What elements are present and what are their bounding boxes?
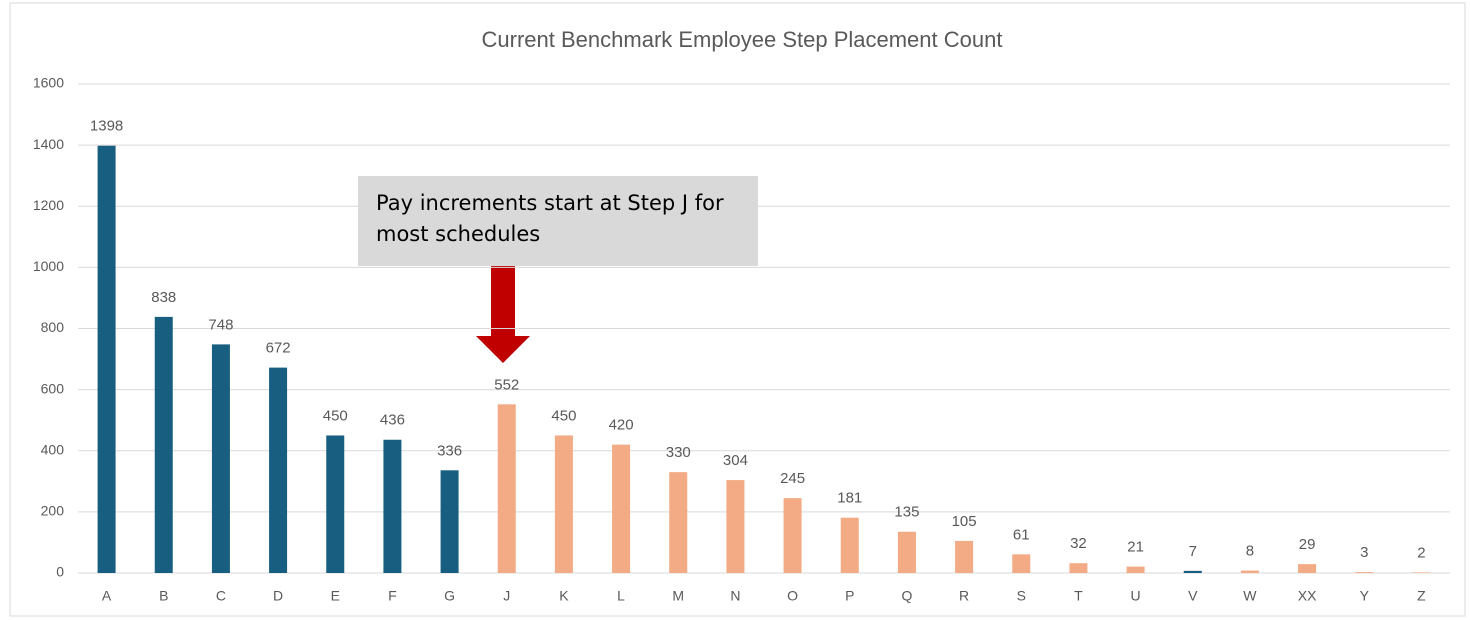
bar xyxy=(669,472,688,573)
x-tick-label: Y xyxy=(1360,588,1370,604)
value-label: 105 xyxy=(952,513,977,530)
bar xyxy=(97,145,116,573)
value-label: 32 xyxy=(1070,535,1087,552)
x-tick-label: C xyxy=(216,588,226,604)
x-tick-label: S xyxy=(1017,588,1026,604)
x-tick-label: B xyxy=(159,588,168,604)
x-tick-label: Z xyxy=(1417,588,1426,604)
value-label: 450 xyxy=(323,407,348,424)
x-tick-label: XX xyxy=(1298,588,1317,604)
bar xyxy=(383,439,402,573)
bar xyxy=(1412,572,1431,573)
bar xyxy=(1183,570,1202,573)
value-label: 29 xyxy=(1299,536,1316,553)
value-label: 21 xyxy=(1127,539,1144,556)
value-label: 748 xyxy=(208,316,233,333)
value-label: 1398 xyxy=(90,118,123,135)
bar xyxy=(554,435,573,573)
bar xyxy=(269,367,288,573)
x-tick-label: P xyxy=(845,588,854,604)
x-tick-label: G xyxy=(444,588,455,604)
x-tick-label: U xyxy=(1131,588,1141,604)
bar xyxy=(955,540,974,573)
value-label: 420 xyxy=(609,417,634,434)
y-tick-label: 200 xyxy=(41,503,65,519)
value-label: 2 xyxy=(1417,544,1425,561)
y-tick-label: 1400 xyxy=(33,136,64,152)
y-tick-label: 1200 xyxy=(33,197,64,213)
bar xyxy=(1298,564,1317,573)
bar xyxy=(1126,566,1145,573)
x-tick-label: E xyxy=(331,588,340,604)
value-label: 61 xyxy=(1013,526,1030,543)
bar xyxy=(726,480,745,573)
bar xyxy=(1012,554,1031,573)
chart-title: Current Benchmark Employee Step Placemen… xyxy=(482,27,1003,52)
bar xyxy=(783,498,802,573)
value-label: 838 xyxy=(151,289,176,306)
bar xyxy=(497,404,516,573)
x-tick-label: J xyxy=(503,588,510,604)
y-tick-label: 800 xyxy=(41,319,65,335)
bar xyxy=(1069,563,1088,573)
arrow-shaft xyxy=(491,266,515,336)
x-tick-label: T xyxy=(1074,588,1083,604)
x-tick-label: O xyxy=(787,588,798,604)
x-tick-label: M xyxy=(672,588,684,604)
bar xyxy=(326,435,345,573)
y-tick-label: 600 xyxy=(41,380,65,396)
x-tick-label: K xyxy=(559,588,569,604)
x-tick-label: L xyxy=(617,588,625,604)
x-tick-label: N xyxy=(730,588,740,604)
value-label: 3 xyxy=(1360,544,1368,561)
x-tick-label: V xyxy=(1188,588,1198,604)
bar xyxy=(154,316,173,573)
y-tick-label: 0 xyxy=(56,564,64,580)
bar xyxy=(897,531,916,573)
value-label: 181 xyxy=(837,490,862,507)
value-label: 552 xyxy=(494,376,519,393)
annotation: Pay increments start at Step J for most … xyxy=(358,176,758,266)
bar xyxy=(440,470,459,573)
x-tick-label: Q xyxy=(901,588,912,604)
bar xyxy=(1240,570,1259,573)
value-label: 7 xyxy=(1189,543,1197,560)
x-tick-label: R xyxy=(959,588,969,604)
bar xyxy=(1355,572,1374,573)
y-tick-label: 1000 xyxy=(33,258,64,274)
value-label: 450 xyxy=(551,407,576,424)
value-label: 245 xyxy=(780,470,805,487)
value-label: 8 xyxy=(1246,543,1254,560)
value-label: 436 xyxy=(380,412,405,429)
bar xyxy=(211,344,230,573)
value-label: 304 xyxy=(723,452,748,469)
chart-frame xyxy=(9,2,1466,617)
x-tick-label: W xyxy=(1243,588,1257,604)
y-tick-label: 400 xyxy=(41,441,65,457)
y-tick-label: 1600 xyxy=(33,75,64,91)
x-tick-label: D xyxy=(273,588,283,604)
value-label: 336 xyxy=(437,442,462,459)
arrow-head xyxy=(476,336,530,363)
bar xyxy=(840,517,859,573)
value-label: 672 xyxy=(266,340,291,357)
bar xyxy=(612,444,631,573)
value-label: 135 xyxy=(894,504,919,521)
x-tick-label: F xyxy=(388,588,397,604)
x-tick-label: A xyxy=(102,588,112,604)
value-label: 330 xyxy=(666,444,691,461)
